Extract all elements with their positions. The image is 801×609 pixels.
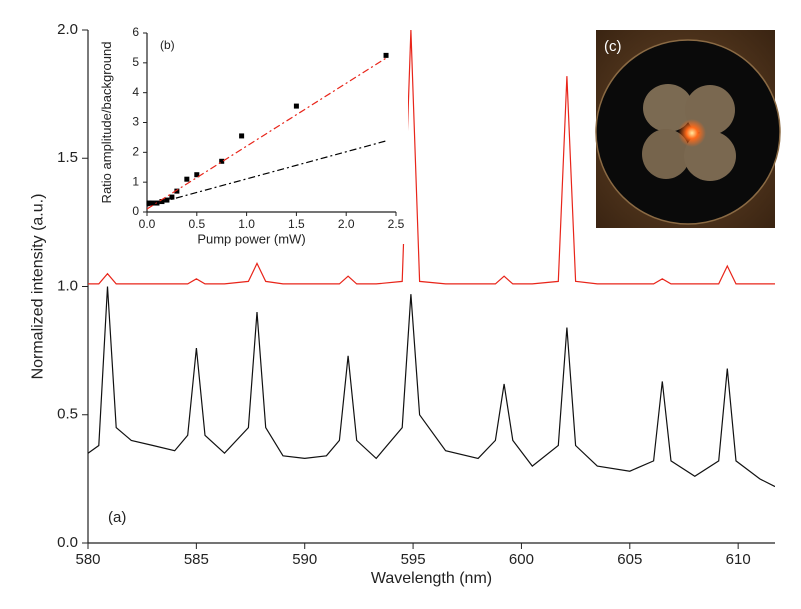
y-tick-label: 0.5	[57, 406, 78, 423]
x-axis-label: Wavelength (nm)	[371, 570, 492, 587]
x-tick-label: 605	[617, 551, 642, 568]
y-tick-label: 5	[132, 55, 139, 69]
inset-background	[107, 3, 408, 244]
x-tick-label: 2.0	[338, 217, 355, 231]
data-point	[146, 200, 152, 206]
y-tick-label: 1	[132, 174, 139, 188]
x-tick-label: 0.5	[188, 217, 205, 231]
data-point	[169, 194, 175, 200]
y-axis-label: Ratio amplitude/background	[99, 42, 114, 204]
y-axis-label: Normalized intensity (a.u.)	[30, 194, 47, 380]
x-tick-label: 580	[75, 551, 100, 568]
y-tick-label: 0	[132, 204, 139, 218]
x-tick-label: 2.5	[388, 217, 405, 231]
y-tick-label: 4	[132, 85, 139, 99]
data-point	[293, 103, 299, 109]
x-tick-label: 585	[184, 551, 209, 568]
data-point	[383, 52, 389, 58]
annotation: (a)	[108, 509, 126, 526]
photo-panel: (c)	[595, 30, 781, 228]
y-tick-label: 1.0	[57, 277, 78, 294]
fiber-edge	[595, 39, 781, 225]
x-tick-label: 595	[401, 551, 426, 568]
x-tick-label: 610	[726, 551, 751, 568]
series-line	[147, 56, 389, 210]
y-tick-label: 3	[132, 115, 139, 129]
fiber-hole	[643, 84, 693, 132]
x-tick-label: 1.5	[288, 217, 305, 231]
data-point	[194, 172, 200, 178]
chart-scatter: 0.0 0.5 1.0 1.5 2.0 2.5 0 1 2 3 4 5 6 Pump power (mW)…	[99, 3, 408, 246]
x-tick-label: 600	[509, 551, 534, 568]
x-axis-label: Pump power (mW)	[197, 231, 305, 246]
y-tick-label: 0.0	[57, 534, 78, 551]
fiber-core-glow	[678, 119, 706, 147]
panel-label: (c)	[604, 38, 622, 55]
y-tick-label: 2	[132, 145, 139, 159]
series-line	[147, 139, 389, 207]
y-tick-label: 2.0	[57, 21, 78, 38]
data-point	[149, 200, 155, 206]
data-point	[219, 158, 225, 164]
fiber-hole	[642, 129, 690, 179]
chart-line: 580 585 590 595 600 605 6100.00.51.01.52.0Wave…	[30, 21, 775, 587]
y-tick-label: 1.5	[57, 149, 78, 166]
data-point	[239, 133, 245, 139]
x-tick-label: 1.0	[238, 217, 255, 231]
x-tick-label: 0.0	[139, 217, 156, 231]
data-point	[184, 176, 190, 182]
series-line	[88, 286, 775, 488]
y-tick-label: 6	[132, 25, 139, 39]
data-point	[174, 188, 180, 194]
annotation: (b)	[160, 38, 175, 52]
x-tick-label: 590	[292, 551, 317, 568]
